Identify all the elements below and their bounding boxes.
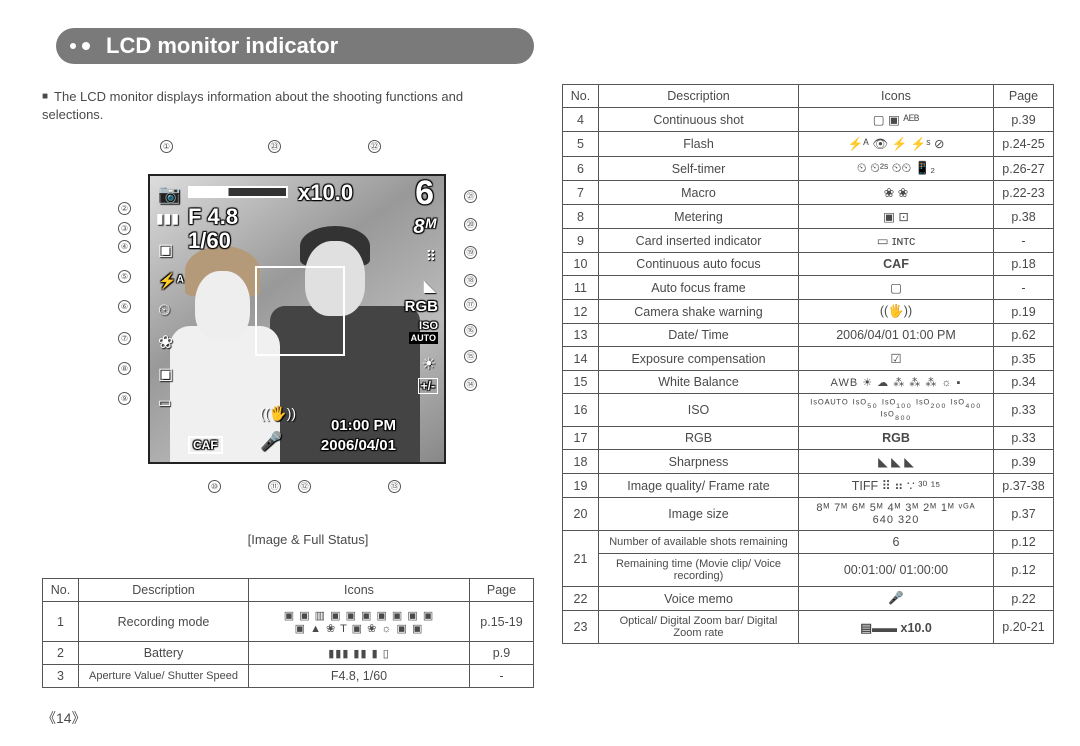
- metering-icon: ▣: [158, 364, 173, 384]
- image-size-badge: 8ᴹ: [413, 216, 436, 239]
- self-timer-icon: ⏲: [158, 302, 170, 320]
- exp-comp-icon: +/-: [418, 378, 438, 394]
- table-row: 6Self-timer⏲ ⏲²ˢ ⏲⏲ 📱₂p.26-27: [563, 157, 1054, 181]
- voice-memo-icon: 🎤: [260, 431, 282, 452]
- table-row: 8Metering▣ ⊡p.38: [563, 205, 1054, 229]
- shutter-speed: 1/60: [188, 228, 231, 254]
- indicator-table-left: No. Description Icons Page 1Recording mo…: [42, 578, 534, 688]
- table-row: 4Continuous shot▢ ▣ ᴬᴱᴮp.39: [563, 108, 1054, 132]
- table-row: 9Card inserted indicator▭ ɪɴᴛᴄ-: [563, 229, 1054, 253]
- aperture-value: F 4.8: [188, 204, 238, 230]
- shake-warning-icon: ((🖐)): [260, 405, 296, 422]
- table-row: 17RGBRGBp.33: [563, 427, 1054, 450]
- table-row: 12Camera shake warning((🖐))p.19: [563, 300, 1054, 324]
- table-row: 18Sharpness◣ ◣ ◣p.39: [563, 450, 1054, 474]
- lcd-screen: 📷 x10.0 6 ▮▮▮ F 4.8 1/60 ▣ ⚡ᴬ ⏲ ❀ ▣ ▭ 8ᴹ…: [148, 174, 446, 464]
- table-row: 13Date/ Time2006/04/01 01:00 PMp.62: [563, 324, 1054, 347]
- shots-remaining: 6: [415, 174, 434, 213]
- table-row: 23Optical/ Digital Zoom bar/ Digital Zoo…: [563, 611, 1054, 644]
- card-icon: ▭: [158, 394, 171, 411]
- zoom-bar-icon: [188, 186, 288, 198]
- table-row: 2Battery▮▮▮ ▮▮ ▮ ▯p.9: [43, 642, 534, 665]
- iso-label: ISO: [419, 320, 438, 332]
- lcd-diagram: 📷 x10.0 6 ▮▮▮ F 4.8 1/60 ▣ ⚡ᴬ ⏲ ❀ ▣ ▭ 8ᴹ…: [118, 140, 498, 530]
- indicator-table-right: No. Description Icons Page 4Continuous s…: [562, 84, 1054, 644]
- table-row: 22Voice memo🎤p.22: [563, 587, 1054, 611]
- table-row: Remaining time (Movie clip/ Voice record…: [563, 554, 1054, 587]
- table-row: 5Flash⚡ᴬ 👁 ⚡ ⚡ˢ ⊘p.24-25: [563, 132, 1054, 157]
- page-number: 14: [42, 708, 86, 728]
- quality-icon: ⠿: [426, 248, 436, 265]
- caf-badge: CAF: [188, 436, 223, 454]
- macro-icon: ❀: [158, 332, 173, 353]
- zoom-rate-value: x10.0: [298, 180, 353, 206]
- table-row: 3Aperture Value/ Shutter SpeedF4.8, 1/60…: [43, 665, 534, 688]
- continuous-shot-icon: ▣: [158, 240, 173, 260]
- battery-icon: ▮▮▮: [156, 210, 179, 227]
- page-title: LCD monitor indicator: [106, 33, 338, 59]
- table-row: 10Continuous auto focusCAFp.18: [563, 253, 1054, 276]
- date-display: 2006/04/01: [321, 437, 396, 454]
- time-display: 01:00 PM: [331, 417, 396, 434]
- table-row: 11Auto focus frame▢-: [563, 276, 1054, 300]
- lcd-caption: [Image & Full Status]: [118, 532, 498, 547]
- af-frame-overlay: [255, 266, 345, 356]
- table-row: 20Image size8ᴹ 7ᴹ 6ᴹ 5ᴹ 4ᴹ 3ᴹ 2ᴹ 1ᴹ ᵛᴳᴬ …: [563, 498, 1054, 531]
- table-row: 16ISOᴵˢᴼᴬᵁᵀᴼ ᴵˢᴼ₅₀ ᴵˢᴼ₁₀₀ ᴵˢᴼ₂₀₀ ᴵˢᴼ₄₀₀ …: [563, 394, 1054, 427]
- table-row: 7Macro❀ ❀p.22-23: [563, 181, 1054, 205]
- table-row: 19Image quality/ Frame rateTIFF ⠿ ⠶ ∵ ³⁰…: [563, 474, 1054, 498]
- rgb-label: RGB: [405, 298, 438, 315]
- table-row: 1Recording mode▣ ▣ ▥ ▣ ▣ ▣ ▣ ▣ ▣ ▣ ▣ ▲ ❀…: [43, 602, 534, 642]
- sharpness-icon: ◣: [424, 276, 436, 296]
- iso-mode: AUTO: [409, 332, 438, 344]
- table-row: 15White BalanceAWB ☀ ☁ ⁂ ⁂ ⁂ ☼ ▪p.34: [563, 371, 1054, 394]
- flash-mode-icon: ⚡ᴬ: [158, 272, 184, 290]
- intro-text: The LCD monitor displays information abo…: [42, 88, 522, 124]
- table-row: 14Exposure compensation☑p.35: [563, 347, 1054, 371]
- white-balance-icon: ☀: [422, 354, 436, 374]
- page-header: LCD monitor indicator: [56, 28, 534, 64]
- table-row: 21Number of available shots remaining6p.…: [563, 531, 1054, 554]
